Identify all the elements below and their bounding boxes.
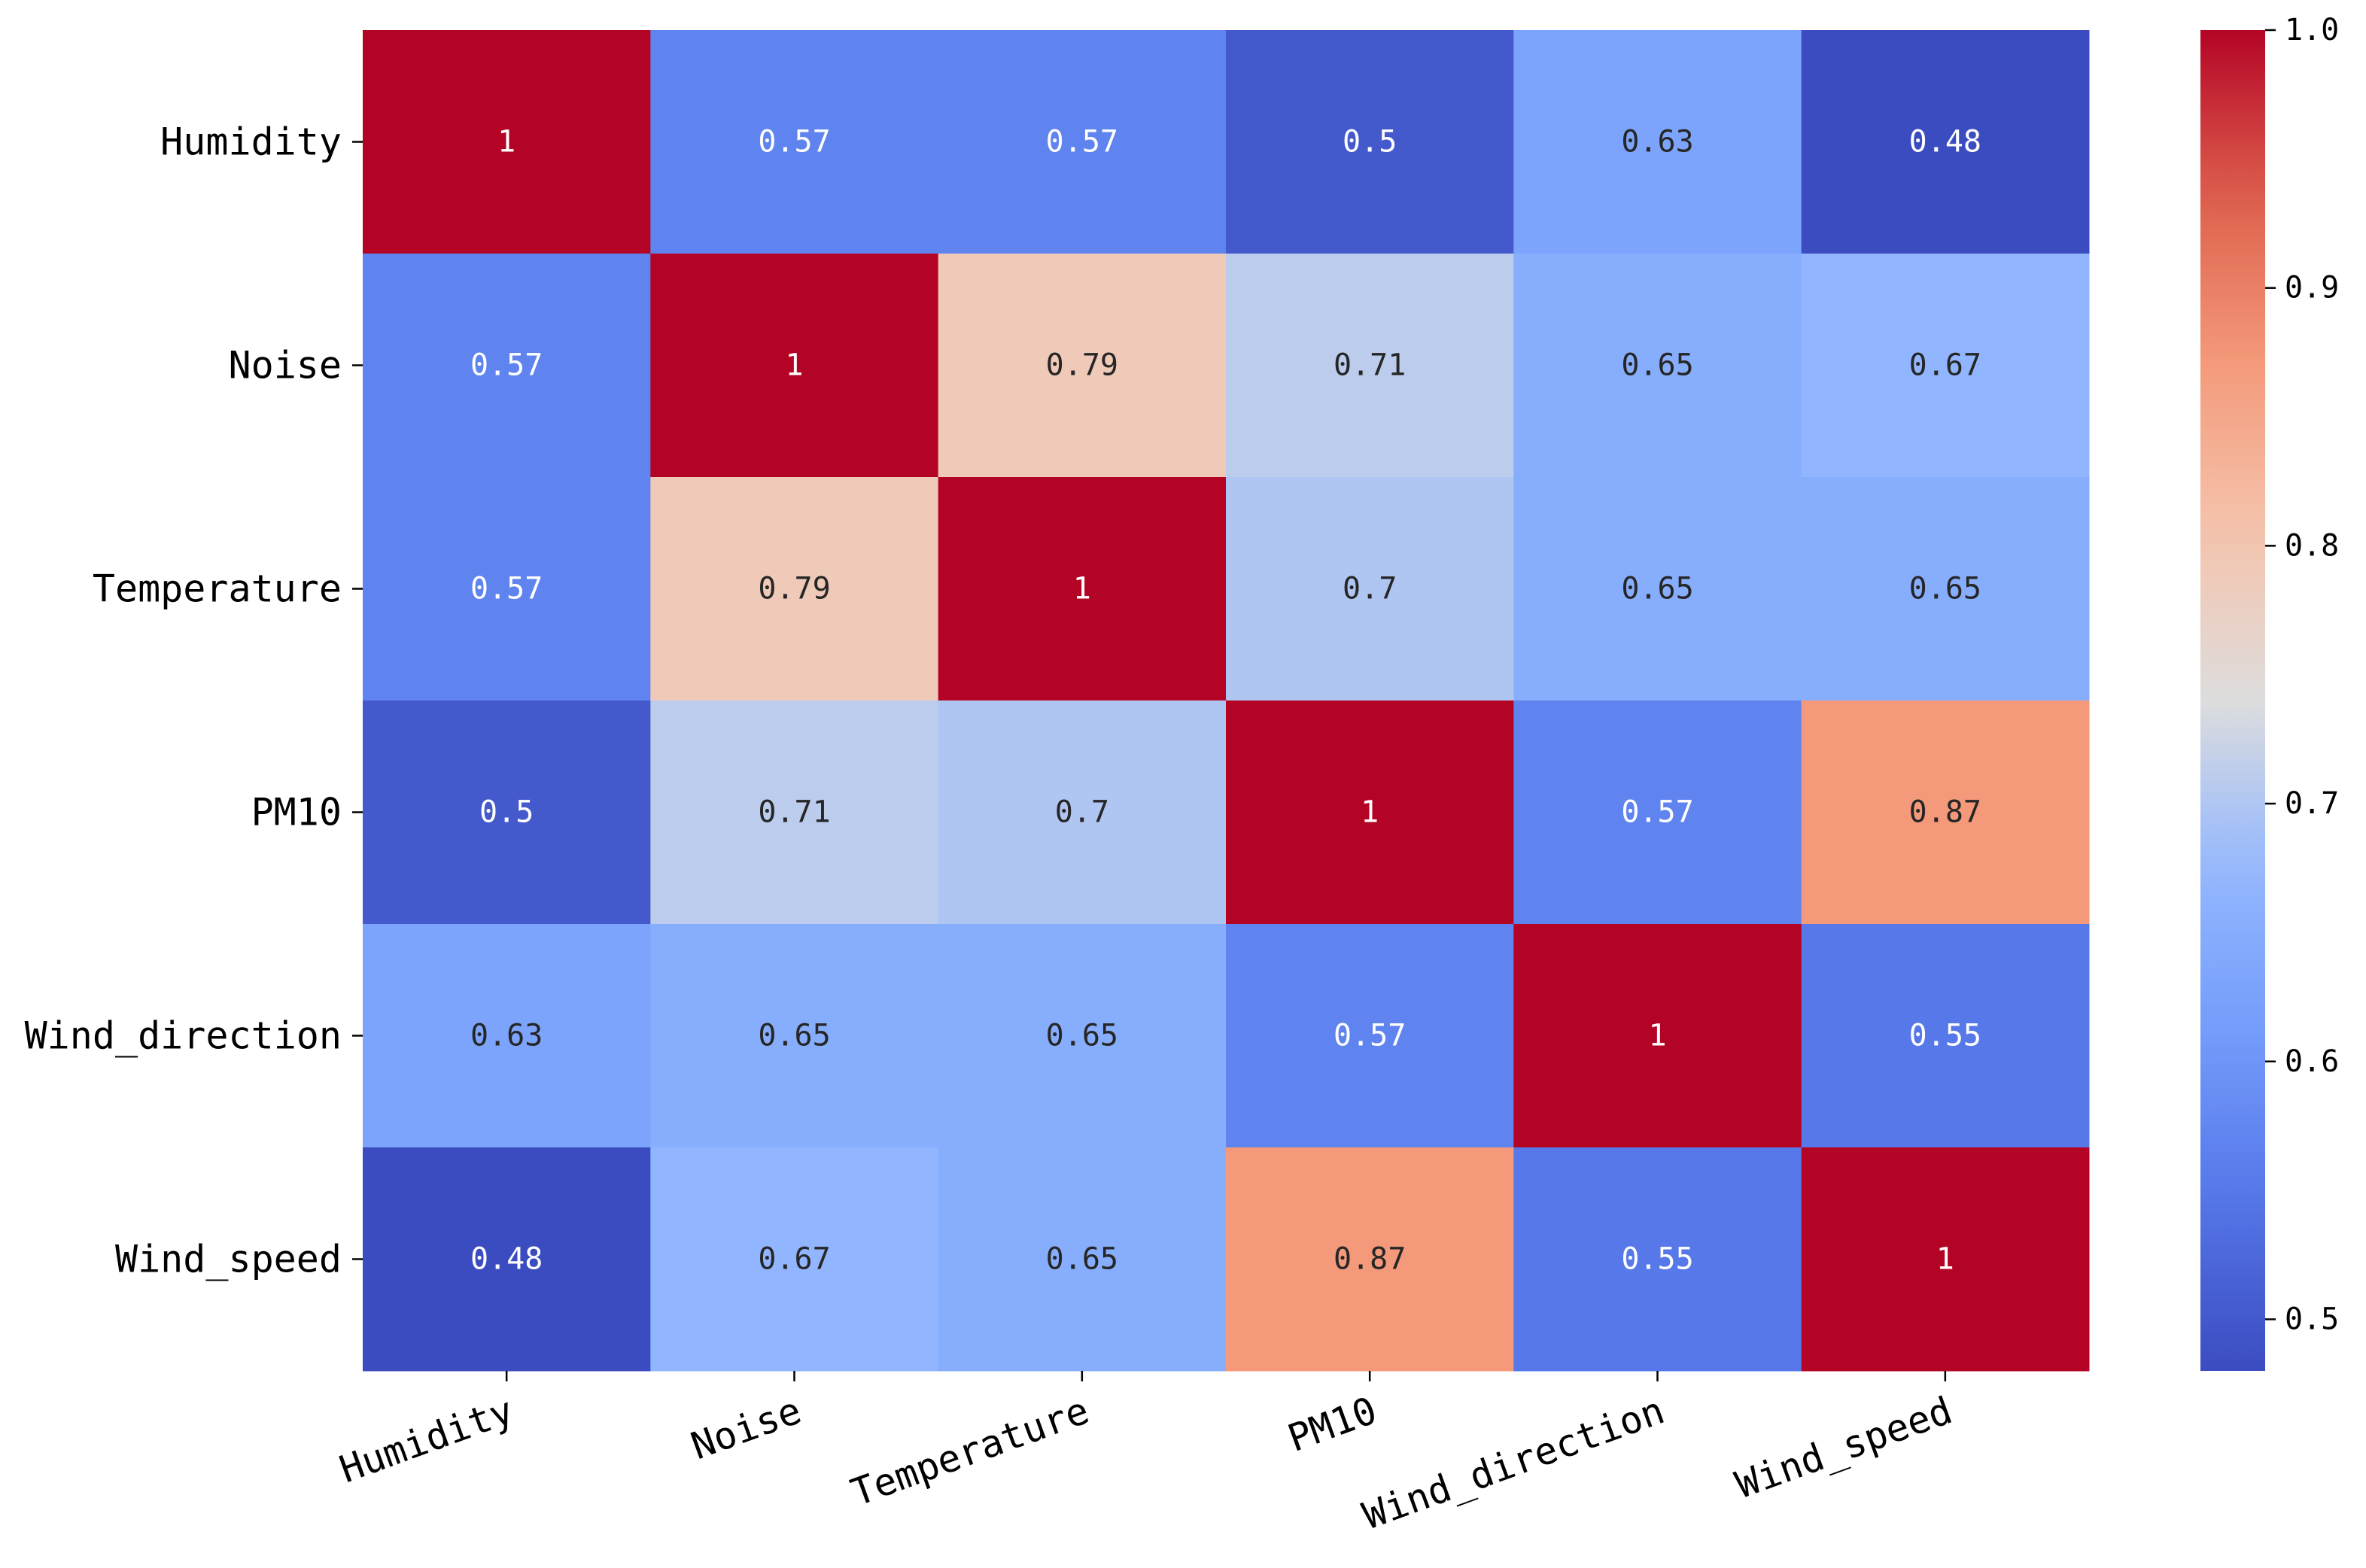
cell-wind-direction-noise (650, 924, 939, 1148)
colorbar-tick-label: 1.0 (2285, 13, 2339, 47)
cell-label-humidity-wind-speed: 0.48 (1909, 125, 1981, 160)
cell-pm10-wind-direction (1513, 700, 1802, 925)
cell-label-temperature-noise: 0.79 (758, 572, 830, 606)
cell-wind-speed-wind-speed (1801, 1147, 2090, 1372)
cell-pm10-noise (650, 700, 939, 925)
cell-temperature-wind-direction (1513, 477, 1802, 701)
cell-label-wind-speed-wind-direction: 0.55 (1621, 1242, 1693, 1277)
cell-label-pm10-wind-speed: 0.87 (1909, 795, 1981, 830)
cell-label-humidity-humidity: 1 (497, 125, 515, 160)
cell-label-noise-noise: 1 (785, 348, 803, 383)
cell-label-wind-direction-temperature: 0.65 (1046, 1019, 1118, 1053)
colorbar-tick-label: 0.7 (2285, 786, 2339, 821)
cell-humidity-pm10 (1226, 30, 1514, 254)
cell-noise-noise (650, 254, 939, 478)
cell-pm10-wind-speed (1801, 700, 2090, 925)
cell-noise-pm10 (1226, 254, 1514, 478)
y-label-noise: Noise (228, 344, 342, 387)
y-label-wind-speed: Wind_speed (115, 1238, 342, 1281)
cell-label-humidity-wind-direction: 0.63 (1621, 125, 1693, 160)
cell-label-temperature-pm10: 0.7 (1343, 572, 1397, 606)
heatmap-annotations: 1 0.57 0.57 0.5 0.63 0.480.57 1 0.79 0.71 0.65 0.6… (470, 125, 1981, 1277)
cell-label-wind-speed-wind-speed: 1 (1936, 1242, 1954, 1277)
cell-label-humidity-noise: 0.57 (758, 125, 830, 160)
cell-label-noise-wind-speed: 0.67 (1909, 348, 1981, 383)
cell-wind-speed-humidity (363, 1147, 651, 1372)
cell-pm10-temperature (938, 700, 1227, 925)
cell-temperature-pm10 (1226, 477, 1514, 701)
cell-temperature-humidity (363, 477, 651, 701)
colorbar-tick-label: 0.8 (2285, 528, 2339, 563)
y-label-pm10: PM10 (251, 791, 342, 834)
cell-wind-direction-humidity (363, 924, 651, 1148)
cell-label-wind-direction-wind-speed: 0.55 (1909, 1019, 1981, 1053)
cell-label-wind-direction-humidity: 0.63 (470, 1019, 543, 1053)
cell-label-noise-wind-direction: 0.65 (1621, 348, 1693, 383)
x-label-temperature: Temperature (846, 1388, 1095, 1515)
cell-label-wind-direction-noise: 0.65 (758, 1019, 830, 1053)
cell-humidity-humidity (363, 30, 651, 254)
cell-label-pm10-humidity: 0.5 (479, 795, 534, 830)
colorbar-gradient (2200, 30, 2265, 1371)
cell-label-temperature-wind-direction: 0.65 (1621, 572, 1693, 606)
y-axis: Humidity Noise Temperature PM10 Wind_directi… (25, 120, 363, 1281)
cell-humidity-noise (650, 30, 939, 254)
colorbar-tick-label: 0.5 (2285, 1302, 2339, 1336)
cell-label-wind-speed-humidity: 0.48 (470, 1242, 543, 1277)
cell-label-noise-humidity: 0.57 (470, 348, 543, 383)
cell-label-temperature-humidity: 0.57 (470, 572, 543, 606)
cell-label-pm10-noise: 0.71 (758, 795, 830, 830)
y-label-humidity: Humidity (160, 120, 342, 164)
cell-noise-humidity (363, 254, 651, 478)
cell-noise-temperature (938, 254, 1227, 478)
cell-label-temperature-temperature: 1 (1073, 572, 1091, 606)
cell-label-wind-speed-pm10: 0.87 (1334, 1242, 1406, 1277)
cell-pm10-pm10 (1226, 700, 1514, 925)
cell-pm10-humidity (363, 700, 651, 925)
y-label-wind-direction: Wind_direction (25, 1014, 342, 1058)
cell-wind-speed-temperature (938, 1147, 1227, 1372)
cell-label-humidity-temperature: 0.57 (1046, 125, 1118, 160)
colorbar: 0.5 0.6 0.7 0.8 0.9 1.0 (2200, 13, 2339, 1371)
cell-label-pm10-pm10: 1 (1361, 795, 1379, 830)
x-label-pm10: PM10 (1282, 1388, 1382, 1460)
cell-temperature-temperature (938, 477, 1227, 701)
cell-wind-direction-temperature (938, 924, 1227, 1148)
cell-label-wind-direction-wind-direction: 1 (1648, 1019, 1666, 1053)
x-label-wind-direction: Wind_direction (1357, 1388, 1670, 1538)
cell-label-wind-speed-temperature: 0.65 (1046, 1242, 1118, 1277)
cell-temperature-wind-speed (1801, 477, 2090, 701)
y-label-temperature: Temperature (93, 567, 342, 611)
cell-temperature-noise (650, 477, 939, 701)
colorbar-tick-label: 0.6 (2285, 1044, 2339, 1079)
cell-label-noise-pm10: 0.71 (1334, 348, 1406, 383)
colorbar-tick-label: 0.9 (2285, 271, 2339, 305)
cell-wind-speed-noise (650, 1147, 939, 1372)
cell-wind-speed-pm10 (1226, 1147, 1514, 1372)
cell-noise-wind-direction (1513, 254, 1802, 478)
cell-wind-direction-wind-direction (1513, 924, 1802, 1148)
cell-noise-wind-speed (1801, 254, 2090, 478)
x-label-humidity: Humidity (334, 1388, 519, 1491)
cell-label-pm10-temperature: 0.7 (1055, 795, 1109, 830)
cell-label-wind-direction-pm10: 0.57 (1334, 1019, 1406, 1053)
cell-label-wind-speed-noise: 0.67 (758, 1242, 830, 1277)
x-label-noise: Noise (686, 1388, 807, 1468)
cell-wind-direction-pm10 (1226, 924, 1514, 1148)
cell-label-humidity-pm10: 0.5 (1343, 125, 1397, 160)
cell-humidity-temperature (938, 30, 1227, 254)
cell-label-noise-temperature: 0.79 (1046, 348, 1118, 383)
cell-wind-speed-wind-direction (1513, 1147, 1802, 1372)
heatmap-cells (363, 30, 2090, 1372)
cell-label-pm10-wind-direction: 0.57 (1621, 795, 1693, 830)
x-label-wind-speed: Wind_speed (1730, 1388, 1958, 1506)
cell-label-temperature-wind-speed: 0.65 (1909, 572, 1981, 606)
cell-wind-direction-wind-speed (1801, 924, 2090, 1148)
cell-humidity-wind-speed (1801, 30, 2090, 254)
x-axis: Humidity Noise Temperature PM10Wind_directi… (334, 1371, 1958, 1538)
cell-humidity-wind-direction (1513, 30, 1802, 254)
